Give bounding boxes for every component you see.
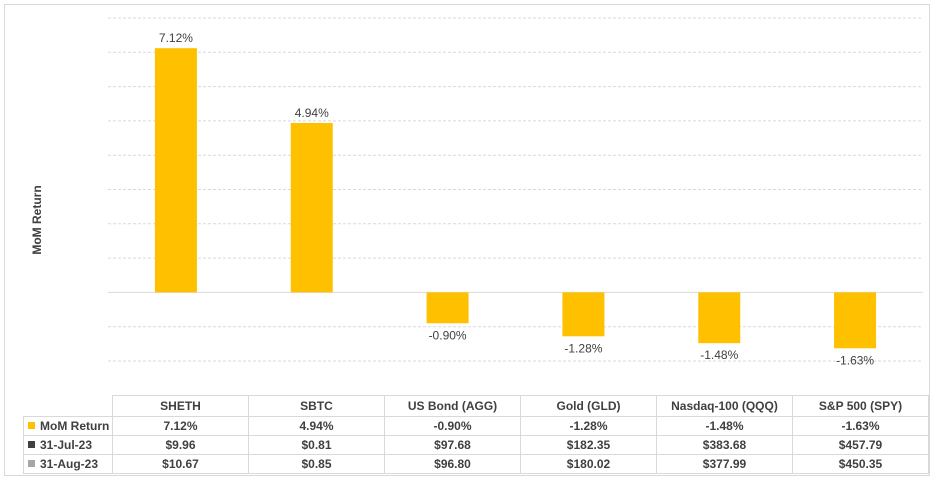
table-cell: $180.02 [520,454,657,474]
table-row-header: 31-Jul-23 [23,435,113,455]
legend-swatch-icon [28,441,35,448]
table-cell: -1.63% [792,416,929,436]
data-label: -1.48% [700,348,738,362]
bar-gold-gld [562,292,605,337]
data-label: -0.90% [429,328,467,342]
table-row-header: 31-Aug-23 [23,454,113,474]
y-axis-label: MoM Return [30,185,44,255]
table-cell: $9.96 [112,435,249,455]
table-column-header: Gold (GLD) [520,395,657,417]
bar-us-bond-agg [426,292,469,324]
table-cell: $97.68 [384,435,521,455]
data-table-corner [23,395,113,417]
table-cell: -0.90% [384,416,521,436]
bar-sbtc [290,122,333,293]
table-cell: -1.48% [656,416,793,436]
table-row: MoM Return 7.12% 4.94% -0.90% -1.28% -1.48% -1… [23,416,929,436]
bar-chart: 7.12% 4.94% -0.90% -1.28% -1.48% -1.63% [108,17,923,367]
table-cell: $10.67 [112,454,249,474]
table-cell: $0.81 [248,435,385,455]
table-column-header: SHETH [112,395,249,417]
bar-s-p-500-spy [834,292,877,349]
row-label: MoM Return [40,419,110,433]
row-label: 31-Jul-23 [40,438,93,452]
legend-swatch-icon [28,460,35,467]
table-column-header: Nasdaq-100 (QQQ) [656,395,793,417]
table-column-header: US Bond (AGG) [384,395,521,417]
data-table: SHETH SBTC US Bond (AGG) Gold (GLD) Nasdaq-1… [23,395,929,474]
table-cell: 4.94% [248,416,385,436]
legend-swatch-icon [28,422,35,429]
table-cell: $0.85 [248,454,385,474]
table-row-header: MoM Return [23,416,113,436]
table-column-header: SBTC [248,395,385,417]
table-cell: $377.99 [656,454,793,474]
row-label: 31-Aug-23 [40,457,99,471]
data-table-header: SHETH SBTC US Bond (AGG) Gold (GLD) Nasdaq-1… [23,395,929,417]
data-label: -1.63% [836,353,874,367]
table-cell: $383.68 [656,435,793,455]
table-cell: $450.35 [792,454,929,474]
table-cell: $96.80 [384,454,521,474]
data-label: -1.28% [564,341,602,355]
table-cell: $457.79 [792,435,929,455]
table-cell: -1.28% [520,416,657,436]
table-column-header: S&P 500 (SPY) [792,395,929,417]
table-row: 31-Jul-23 $9.96 $0.81 $97.68 $182.35 $383.68 $… [23,435,929,455]
bar-sheth [154,48,197,293]
data-label: 4.94% [295,106,329,120]
table-cell: 7.12% [112,416,249,436]
bar-nasdaq-100-qqq [698,292,741,344]
table-cell: $182.35 [520,435,657,455]
data-label: 7.12% [159,31,193,45]
table-row: 31-Aug-23 $10.67 $0.85 $96.80 $180.02 $377.99… [23,454,929,474]
chart-frame: 7.12% 4.94% -0.90% -1.28% -1.48% -1.63% MoM R… [4,4,930,476]
